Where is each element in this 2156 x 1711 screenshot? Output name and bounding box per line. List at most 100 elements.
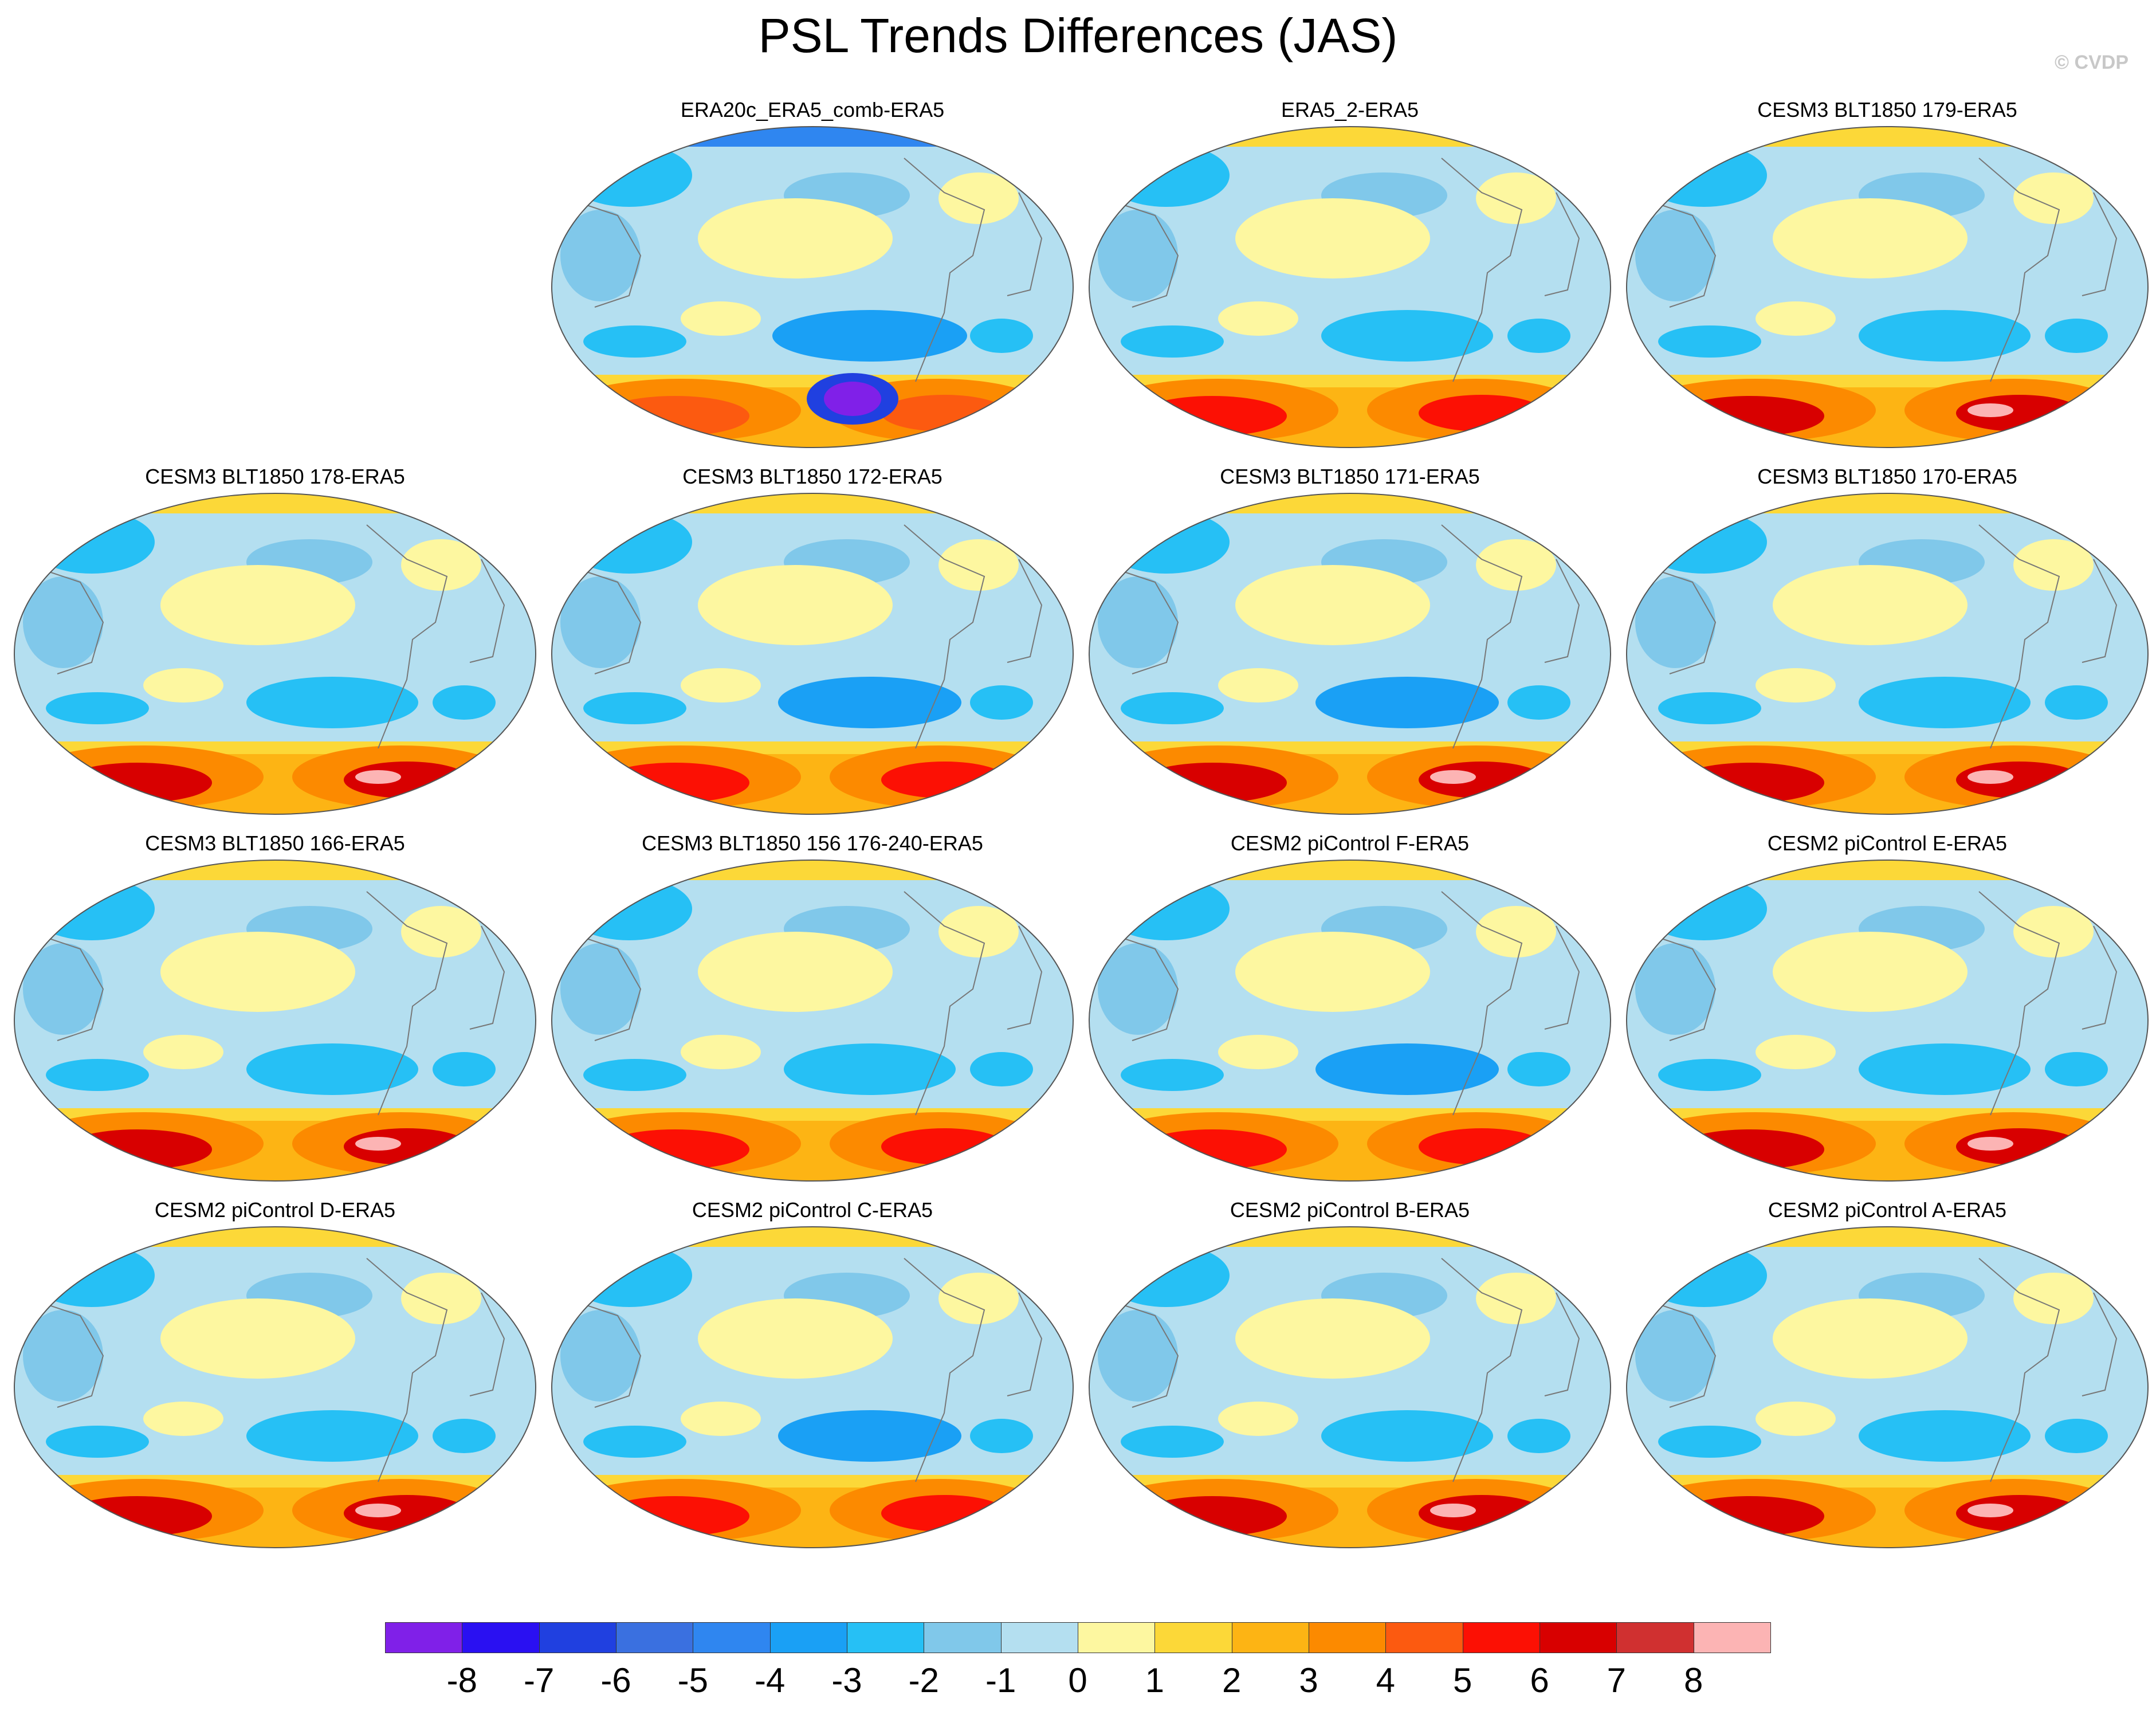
arctic-cap <box>1627 860 2148 880</box>
negative-anomaly <box>1098 576 1178 668</box>
positive-anomaly <box>1773 1298 1968 1379</box>
arctic-cap <box>1627 493 2148 513</box>
negative-anomaly <box>23 943 103 1035</box>
negative-anomaly <box>1635 943 1715 1035</box>
map-outline <box>1089 126 1611 448</box>
southern-warm-peak <box>1968 770 2013 784</box>
map-panel: CESM2 piControl E-ERA5 <box>1624 831 2151 1188</box>
map-panel: ERA20c_ERA5_comb-ERA5 <box>549 97 1076 455</box>
negative-anomaly <box>1103 877 1230 940</box>
positive-anomaly <box>1476 906 1556 957</box>
negative-anomaly <box>1859 1043 2031 1095</box>
colorbar-swatch <box>1154 1622 1232 1653</box>
positive-anomaly <box>2013 1273 2094 1324</box>
map-panel: CESM2 piControl A-ERA5 <box>1624 1198 2151 1555</box>
negative-anomaly <box>433 685 496 720</box>
arctic-cap <box>14 860 536 880</box>
colorbar-tick-label: 5 <box>1452 1661 1472 1700</box>
panel-title: CESM2 piControl A-ERA5 <box>1768 1198 2007 1222</box>
positive-anomaly <box>1235 198 1430 278</box>
map-panel: CESM2 piControl B-ERA5 <box>1086 1198 1613 1555</box>
negative-anomaly <box>583 325 686 358</box>
positive-anomaly <box>1773 565 1968 645</box>
positive-anomaly <box>698 565 893 645</box>
positive-anomaly <box>401 906 481 957</box>
colorbar-tick-label: 1 <box>1145 1661 1165 1700</box>
negative-anomaly <box>1321 310 1493 362</box>
map-outline <box>1626 493 2149 815</box>
coastline <box>1007 1292 1043 1396</box>
positive-anomaly <box>2013 906 2094 957</box>
map-outline <box>14 860 536 1182</box>
cvdp-credit: © CVDP <box>2055 52 2128 73</box>
negative-anomaly <box>1121 1426 1224 1458</box>
southern-warm-peak <box>355 1137 401 1151</box>
panel-title: CESM3 BLT1850 179-ERA5 <box>1757 98 2017 121</box>
negative-anomaly <box>1507 319 1570 353</box>
panel-title: CESM3 BLT1850 172-ERA5 <box>682 465 942 488</box>
map-outline <box>551 860 1074 1182</box>
psl-trend-map <box>1626 1226 2149 1548</box>
positive-anomaly <box>1476 539 1556 591</box>
coastline <box>1007 925 1043 1030</box>
arctic-cap <box>552 860 1073 880</box>
positive-anomaly <box>1756 1035 1836 1069</box>
negative-anomaly <box>1315 677 1499 728</box>
negative-anomaly <box>1507 685 1570 720</box>
colorbar-swatch <box>1616 1622 1694 1653</box>
negative-anomaly <box>1103 144 1230 207</box>
negative-anomaly <box>2045 1052 2108 1086</box>
positive-anomaly <box>1218 1035 1298 1069</box>
psl-trend-map <box>551 126 1074 448</box>
colorbar-swatch <box>616 1622 694 1653</box>
positive-anomaly <box>938 906 1019 957</box>
coastline <box>2082 192 2118 296</box>
negative-anomaly <box>824 382 881 416</box>
negative-anomaly <box>1635 576 1715 668</box>
negative-anomaly <box>566 144 692 207</box>
map-outline <box>1626 1226 2149 1548</box>
positive-anomaly <box>938 539 1019 591</box>
psl-trend-map <box>551 1226 1074 1548</box>
negative-anomaly <box>46 1059 149 1091</box>
map-outline <box>1089 860 1611 1182</box>
negative-anomaly <box>566 1244 692 1307</box>
southern-warm-core <box>63 1129 212 1170</box>
positive-anomaly <box>160 565 355 645</box>
negative-anomaly <box>583 1426 686 1458</box>
negative-anomaly <box>1315 1043 1499 1095</box>
psl-trend-map <box>1089 126 1611 448</box>
southern-warm-core <box>63 763 212 803</box>
colorbar-tick-label: -2 <box>908 1661 939 1700</box>
coastline <box>1544 1292 1580 1396</box>
colorbar-tick-label: 7 <box>1607 1661 1627 1700</box>
negative-anomaly <box>2045 319 2108 353</box>
positive-anomaly <box>698 932 893 1012</box>
southern-warm-peak <box>1430 770 1476 784</box>
negative-anomaly <box>1859 1410 2031 1462</box>
panel-title: CESM2 piControl B-ERA5 <box>1230 1198 1470 1222</box>
map-outline <box>1089 493 1611 815</box>
negative-anomaly <box>1098 1310 1178 1402</box>
map-outline <box>551 1226 1074 1548</box>
psl-trend-map <box>551 493 1074 815</box>
colorbar-tick-label: 2 <box>1222 1661 1242 1700</box>
negative-anomaly <box>46 692 149 724</box>
negative-anomaly <box>1098 210 1178 301</box>
southern-warm-core <box>600 396 749 436</box>
arctic-cap <box>1089 127 1611 147</box>
negative-anomaly <box>1658 325 1761 358</box>
map-outline <box>1626 860 2149 1182</box>
panel-title: CESM2 piControl C-ERA5 <box>692 1198 933 1222</box>
map-panel: CESM3 BLT1850 178-ERA5 <box>11 464 539 822</box>
negative-anomaly <box>1321 1410 1493 1462</box>
colorbar-tick-label: 6 <box>1530 1661 1549 1700</box>
southern-warm-core <box>1675 763 1824 803</box>
coastline <box>1441 524 1523 749</box>
panel-title: CESM3 BLT1850 170-ERA5 <box>1757 465 2017 488</box>
coastline <box>1544 192 1580 296</box>
coastline <box>366 891 448 1116</box>
colorbar-tick-label: -1 <box>985 1661 1016 1700</box>
coastline <box>1658 937 1717 1041</box>
coastline <box>469 559 505 663</box>
